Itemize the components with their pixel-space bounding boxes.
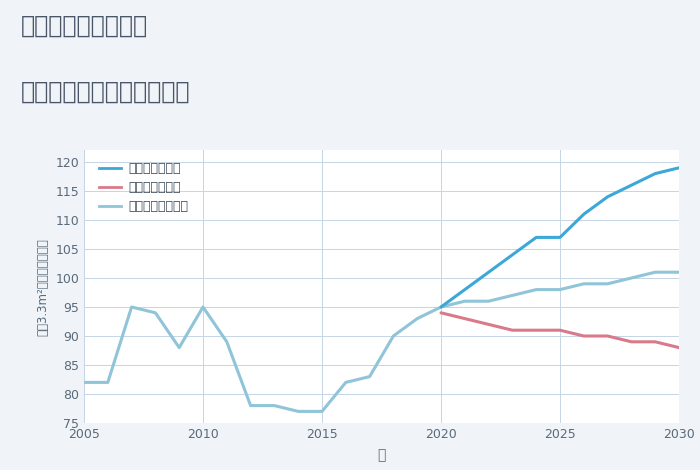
Y-axis label: 坤（3.3m²）単価（万円）: 坤（3.3m²）単価（万円）	[36, 238, 50, 336]
グッドシナリオ	[532, 235, 540, 240]
バッドシナリオ	[603, 333, 612, 339]
ノーマルシナリオ	[365, 374, 374, 379]
ノーマルシナリオ	[270, 403, 279, 408]
ノーマルシナリオ	[627, 275, 636, 281]
ノーマルシナリオ	[80, 380, 88, 385]
Legend: グッドシナリオ, バッドシナリオ, ノーマルシナリオ: グッドシナリオ, バッドシナリオ, ノーマルシナリオ	[96, 159, 191, 216]
ノーマルシナリオ	[532, 287, 540, 292]
ノーマルシナリオ	[151, 310, 160, 316]
Text: 中古マンションの価格推移: 中古マンションの価格推移	[21, 80, 190, 104]
ノーマルシナリオ	[461, 298, 469, 304]
ノーマルシナリオ	[223, 339, 231, 345]
X-axis label: 年: 年	[377, 448, 386, 462]
バッドシナリオ	[627, 339, 636, 345]
グッドシナリオ	[437, 304, 445, 310]
ノーマルシナリオ	[437, 304, 445, 310]
ノーマルシナリオ	[651, 269, 659, 275]
ノーマルシナリオ	[484, 298, 493, 304]
バッドシナリオ	[651, 339, 659, 345]
バッドシナリオ	[580, 333, 588, 339]
ノーマルシナリオ	[580, 281, 588, 287]
ノーマルシナリオ	[246, 403, 255, 408]
グッドシナリオ	[580, 212, 588, 217]
Line: グッドシナリオ: グッドシナリオ	[441, 168, 679, 307]
Line: バッドシナリオ: バッドシナリオ	[441, 313, 679, 348]
ノーマルシナリオ	[199, 304, 207, 310]
バッドシナリオ	[508, 328, 517, 333]
ノーマルシナリオ	[318, 408, 326, 414]
バッドシナリオ	[532, 328, 540, 333]
ノーマルシナリオ	[104, 380, 112, 385]
Line: ノーマルシナリオ: ノーマルシナリオ	[84, 272, 679, 411]
バッドシナリオ	[437, 310, 445, 316]
バッドシナリオ	[675, 345, 683, 351]
ノーマルシナリオ	[413, 316, 421, 321]
バッドシナリオ	[484, 321, 493, 327]
グッドシナリオ	[603, 194, 612, 200]
グッドシナリオ	[651, 171, 659, 176]
ノーマルシナリオ	[294, 408, 302, 414]
Text: 千葉県市原市徳氏の: 千葉県市原市徳氏の	[21, 14, 148, 38]
ノーマルシナリオ	[675, 269, 683, 275]
ノーマルシナリオ	[556, 287, 564, 292]
グッドシナリオ	[627, 182, 636, 188]
ノーマルシナリオ	[175, 345, 183, 351]
バッドシナリオ	[556, 328, 564, 333]
グッドシナリオ	[675, 165, 683, 171]
ノーマルシナリオ	[342, 380, 350, 385]
ノーマルシナリオ	[603, 281, 612, 287]
グッドシナリオ	[484, 269, 493, 275]
ノーマルシナリオ	[127, 304, 136, 310]
バッドシナリオ	[461, 316, 469, 321]
ノーマルシナリオ	[508, 293, 517, 298]
ノーマルシナリオ	[389, 333, 398, 339]
グッドシナリオ	[556, 235, 564, 240]
グッドシナリオ	[461, 287, 469, 292]
グッドシナリオ	[508, 252, 517, 258]
